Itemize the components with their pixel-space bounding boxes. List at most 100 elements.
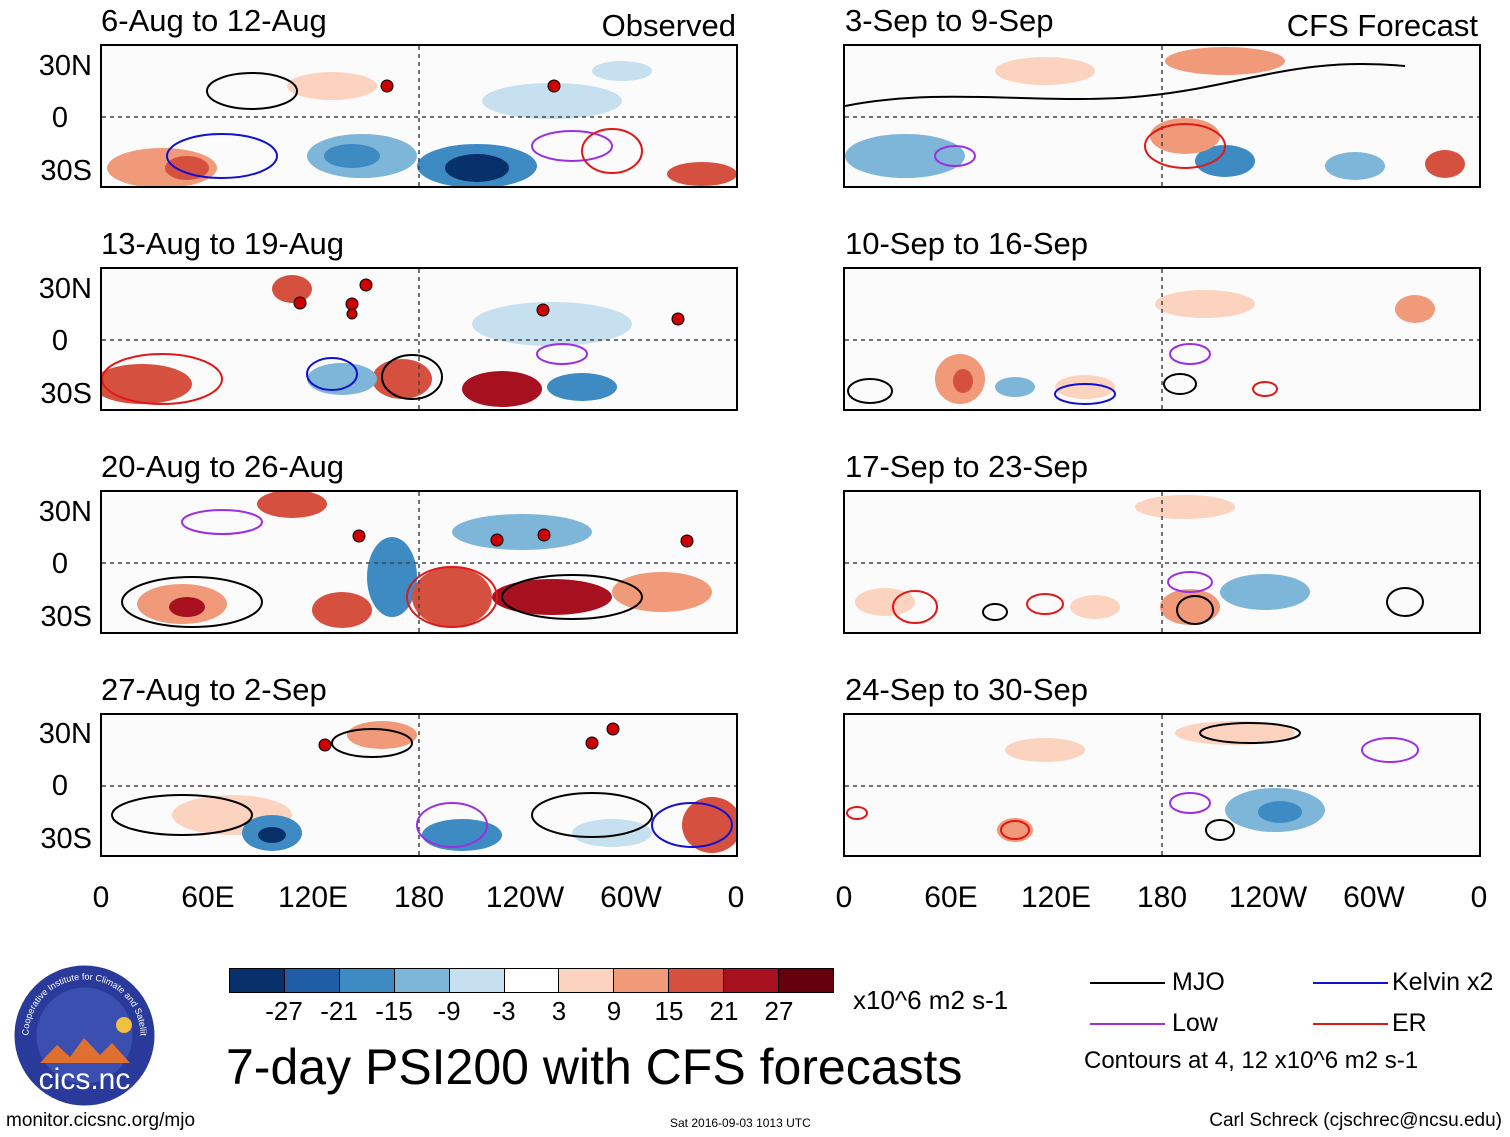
colorbar-swatch <box>284 969 340 992</box>
storm-marker <box>537 528 551 542</box>
mjo-contour <box>1163 373 1197 395</box>
low-contour <box>934 145 976 167</box>
er-contour <box>846 806 868 820</box>
y-label-30s: 30S <box>40 378 92 410</box>
kelvin-contour <box>306 357 358 391</box>
map-panel-observed-4 <box>100 713 738 857</box>
anomaly-blob <box>1055 375 1115 399</box>
anomaly-blob <box>452 514 592 550</box>
y-label-30s: 30S <box>40 823 92 855</box>
low-contour <box>1169 792 1211 814</box>
main-title: 7-day PSI200 with CFS forecasts <box>226 1039 963 1095</box>
x-label-60e: 60E <box>181 881 235 914</box>
er-contour <box>581 128 643 174</box>
map-panel-forecast-2 <box>843 267 1481 411</box>
anomaly-blob <box>1070 595 1120 619</box>
anomaly-blob <box>612 572 712 612</box>
mjo-contour <box>1176 595 1214 625</box>
x-label-0: 0 <box>92 881 110 914</box>
storm-marker <box>585 736 599 750</box>
low-contour <box>1169 343 1211 365</box>
colorbar-labels: -27 -21 -15 -9 -3 3 9 15 21 27 <box>229 998 834 1028</box>
low-contour <box>1361 737 1419 763</box>
anomaly-blob <box>258 827 286 843</box>
x-label-120w: 120W <box>1228 881 1308 914</box>
map-panel-forecast-4 <box>843 713 1481 857</box>
x-label-120w: 120W <box>485 881 565 914</box>
kelvin-contour <box>1054 383 1116 405</box>
mjo-contour <box>1205 819 1235 841</box>
x-label-60w: 60W <box>1343 881 1405 914</box>
anomaly-blob <box>1195 145 1255 177</box>
anomaly-blob <box>1155 290 1255 318</box>
storm-marker <box>547 79 561 93</box>
anomaly-blob <box>1258 801 1302 823</box>
anomaly-blob <box>472 302 632 346</box>
mjo-contour <box>1199 722 1301 744</box>
anomaly-blob <box>347 721 417 749</box>
y-label-30s: 30S <box>40 601 92 633</box>
anomaly-blob <box>412 567 492 627</box>
anomaly-blob <box>1160 589 1220 625</box>
cics-logo: Cooperative Institute for Climate and Sa… <box>9 955 157 1108</box>
colorbar-tick-label: 21 <box>709 996 739 1026</box>
colorbar-tick-label: 3 <box>551 996 567 1026</box>
anomaly-blob <box>272 275 312 303</box>
low-contour <box>531 130 613 162</box>
storm-marker <box>359 278 373 292</box>
anomaly-blob <box>102 364 192 404</box>
x-label-0: 0 <box>835 881 853 914</box>
legend-line-low <box>1090 1023 1165 1025</box>
forecast-label: CFS Forecast <box>1286 8 1478 43</box>
mjo-contour <box>206 72 298 110</box>
storm-marker <box>352 529 366 543</box>
y-label-0: 0 <box>51 102 68 134</box>
colorbar-tick-label: -15 <box>375 996 413 1026</box>
low-contour <box>181 509 263 535</box>
anomaly-blob <box>1135 495 1235 519</box>
map-panel-observed-1 <box>100 44 738 188</box>
anomaly-blob <box>445 154 509 182</box>
anomaly-blob <box>572 819 652 847</box>
y-label-0: 0 <box>51 548 68 580</box>
anomaly-blob <box>492 579 612 615</box>
mjo-contour <box>1386 587 1424 617</box>
anomaly-blob <box>367 537 417 617</box>
anomaly-blob <box>592 61 652 81</box>
anomaly-blob <box>324 144 380 168</box>
er-contour <box>1144 123 1226 169</box>
mjo-contour <box>845 63 1406 107</box>
colorbar-tick-label: -27 <box>265 996 303 1026</box>
panel-title-observed-2: 13-Aug to 19-Aug <box>101 226 345 261</box>
storm-marker <box>606 722 620 736</box>
panel-title-forecast-3: 17-Sep to 23-Sep <box>845 449 1089 484</box>
colorbar-swatch <box>614 969 670 992</box>
mjo-contour <box>501 574 643 620</box>
mjo-contour <box>381 354 443 400</box>
x-label-60e: 60E <box>924 881 978 914</box>
low-contour <box>1167 571 1213 593</box>
er-contour <box>1026 593 1064 615</box>
timestamp: Sat 2016-09-03 1013 UTC <box>670 1116 811 1130</box>
anomaly-blob <box>287 72 377 100</box>
y-label-30n: 30N <box>38 273 92 305</box>
er-contour <box>1252 381 1278 397</box>
anomaly-blob <box>1325 152 1385 180</box>
storm-marker <box>680 534 694 548</box>
anomaly-blob <box>1005 738 1085 762</box>
colorbar-tick-label: -3 <box>492 996 516 1026</box>
colorbar-swatch <box>724 969 780 992</box>
map-panel-observed-2 <box>100 267 738 411</box>
colorbar-swatch <box>230 969 285 992</box>
website-link[interactable]: monitor.cicsnc.org/mjo <box>6 1110 196 1131</box>
legend-line-kelvin <box>1313 982 1388 984</box>
legend-label-mjo: MJO <box>1172 968 1225 996</box>
map-panel-observed-3 <box>100 490 738 634</box>
low-contour <box>536 343 588 365</box>
anomaly-blob <box>995 57 1095 85</box>
x-label-60w: 60W <box>600 881 662 914</box>
storm-marker <box>346 308 358 320</box>
mjo-contour <box>111 794 253 836</box>
er-contour <box>102 353 223 405</box>
kelvin-contour <box>166 133 278 179</box>
